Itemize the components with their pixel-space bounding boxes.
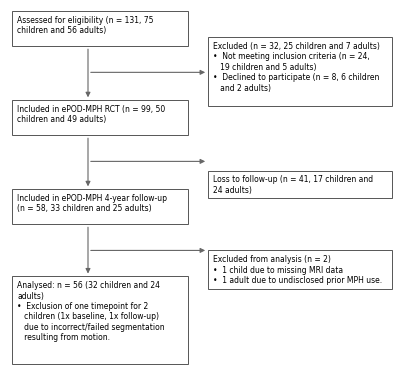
FancyBboxPatch shape (12, 189, 188, 224)
FancyBboxPatch shape (208, 37, 392, 106)
FancyBboxPatch shape (12, 11, 188, 46)
FancyBboxPatch shape (208, 250, 392, 289)
Text: Analysed: n = 56 (32 children and 24
adults)
•  Exclusion of one timepoint for 2: Analysed: n = 56 (32 children and 24 adu… (17, 281, 165, 342)
FancyBboxPatch shape (208, 171, 392, 198)
Text: Assessed for eligibility (n = 131, 75
children and 56 adults): Assessed for eligibility (n = 131, 75 ch… (17, 16, 154, 35)
FancyBboxPatch shape (12, 100, 188, 135)
Text: Loss to follow-up (n = 41, 17 children and
24 adults): Loss to follow-up (n = 41, 17 children a… (213, 175, 373, 195)
Text: Included in ePOD-MPH RCT (n = 99, 50
children and 49 adults): Included in ePOD-MPH RCT (n = 99, 50 chi… (17, 105, 166, 124)
Text: Excluded (n = 32, 25 children and 7 adults)
•  Not meeting inclusion criteria (n: Excluded (n = 32, 25 children and 7 adul… (213, 42, 380, 92)
Text: Excluded from analysis (n = 2)
•  1 child due to missing MRI data
•  1 adult due: Excluded from analysis (n = 2) • 1 child… (213, 255, 382, 285)
FancyBboxPatch shape (12, 276, 188, 364)
Text: Included in ePOD-MPH 4-year follow-up
(n = 58, 33 children and 25 adults): Included in ePOD-MPH 4-year follow-up (n… (17, 194, 167, 213)
